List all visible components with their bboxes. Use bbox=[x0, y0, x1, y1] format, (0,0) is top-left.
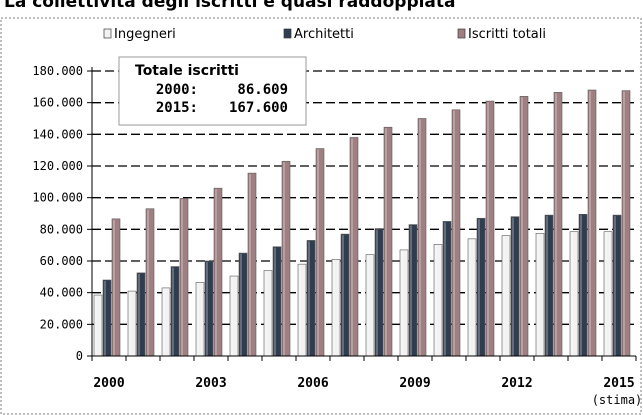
x-tick-label: 2003 bbox=[195, 376, 226, 391]
bar-highlight bbox=[512, 217, 514, 356]
annotation-box bbox=[118, 56, 307, 126]
bar-highlight bbox=[215, 189, 217, 356]
bar-highlight bbox=[138, 273, 140, 356]
annotation-year: 2015: bbox=[156, 100, 198, 116]
bar-highlight bbox=[614, 216, 616, 356]
legend: Ingegneri Architetti Iscritti totali bbox=[103, 27, 546, 42]
annotation-title: Totale iscritti bbox=[135, 63, 239, 79]
bar-highlight bbox=[129, 292, 131, 356]
bar-highlight bbox=[605, 232, 607, 356]
legend-swatch bbox=[457, 28, 466, 39]
bar-highlight bbox=[469, 239, 471, 356]
bar-highlight bbox=[521, 97, 523, 356]
bar-highlight bbox=[333, 260, 335, 356]
bar-highlight bbox=[351, 138, 353, 356]
x-tick-label: 2012 bbox=[501, 376, 532, 391]
bar-highlight bbox=[274, 247, 276, 356]
bars bbox=[93, 89, 631, 357]
bar-highlight bbox=[95, 296, 97, 356]
bar-highlight bbox=[623, 91, 625, 356]
y-axis-ticks: 0 20.000 40.000 60.000 80.000 100.000 120.000 1… bbox=[32, 64, 92, 363]
bar-highlight bbox=[240, 254, 242, 356]
bar-highlight bbox=[478, 219, 480, 356]
x-tick-sublabel: (stima) bbox=[592, 393, 643, 407]
y-tick-label: 60.000 bbox=[40, 254, 83, 268]
y-tick-label: 100.000 bbox=[32, 191, 83, 205]
legend-label: Iscritti totali bbox=[468, 27, 546, 42]
bar-highlight bbox=[197, 283, 199, 356]
bar-highlight bbox=[283, 162, 285, 356]
legend-label: Architetti bbox=[294, 27, 354, 42]
bar-highlight bbox=[163, 288, 165, 356]
bar-highlight bbox=[113, 219, 115, 356]
bar-highlight bbox=[317, 149, 319, 356]
bar-highlight bbox=[401, 250, 403, 356]
y-tick-label: 120.000 bbox=[32, 159, 83, 173]
bar-highlight bbox=[537, 234, 539, 356]
x-axis-ticks: 2000 2003 2006 2009 2012 2015 (stima) bbox=[91, 356, 643, 407]
legend-label: Ingegneri bbox=[114, 27, 176, 42]
x-tick-label: 2009 bbox=[399, 376, 430, 391]
y-tick-label: 160.000 bbox=[32, 96, 83, 110]
bar-highlight bbox=[435, 245, 437, 356]
legend-swatch bbox=[283, 28, 292, 39]
bar-highlight bbox=[410, 225, 412, 356]
bar-highlight bbox=[104, 281, 106, 356]
y-tick-label: 0 bbox=[76, 349, 83, 363]
bar-highlight bbox=[555, 93, 557, 356]
bar-highlight bbox=[249, 174, 251, 356]
bar-highlight bbox=[206, 262, 208, 356]
y-tick-label: 180.000 bbox=[32, 64, 83, 78]
annotation-value: 167.600 bbox=[229, 100, 288, 116]
bar-highlight bbox=[589, 91, 591, 356]
bar-highlight bbox=[376, 229, 378, 356]
bar-highlight bbox=[444, 222, 446, 356]
bar-highlight bbox=[181, 199, 183, 356]
bar-highlight bbox=[231, 277, 233, 356]
annotation-value: 86.609 bbox=[237, 82, 288, 98]
x-tick-label: 2015 bbox=[603, 376, 634, 391]
bar-highlight bbox=[571, 232, 573, 356]
bar-highlight bbox=[147, 209, 149, 356]
bar-highlight bbox=[385, 128, 387, 356]
bar-highlight bbox=[172, 267, 174, 356]
bar-highlight bbox=[419, 119, 421, 356]
y-tick-label: 40.000 bbox=[40, 286, 83, 300]
bar-highlight bbox=[503, 236, 505, 356]
bar-highlight bbox=[487, 102, 489, 356]
bar-highlight bbox=[265, 271, 267, 356]
chart-title: La collettività degli iscritti è quasi r… bbox=[4, 0, 456, 12]
bar-highlight bbox=[299, 265, 301, 356]
totals-annotation: Totale iscritti 2000: 86.609 2015: 167.600 bbox=[118, 56, 307, 126]
bar-highlight bbox=[546, 216, 548, 356]
x-tick-label: 2000 bbox=[93, 376, 124, 391]
bar-highlight bbox=[580, 215, 582, 356]
x-tick-label: 2006 bbox=[297, 376, 328, 391]
legend-swatch bbox=[103, 28, 112, 39]
bar-highlight bbox=[367, 255, 369, 356]
y-tick-label: 80.000 bbox=[40, 222, 83, 236]
bar-highlight bbox=[453, 110, 455, 357]
annotation-year: 2000: bbox=[156, 82, 198, 98]
y-tick-label: 140.000 bbox=[32, 127, 83, 141]
bar-highlight bbox=[342, 235, 344, 356]
y-tick-label: 20.000 bbox=[40, 317, 83, 331]
bar-highlight bbox=[308, 241, 310, 356]
